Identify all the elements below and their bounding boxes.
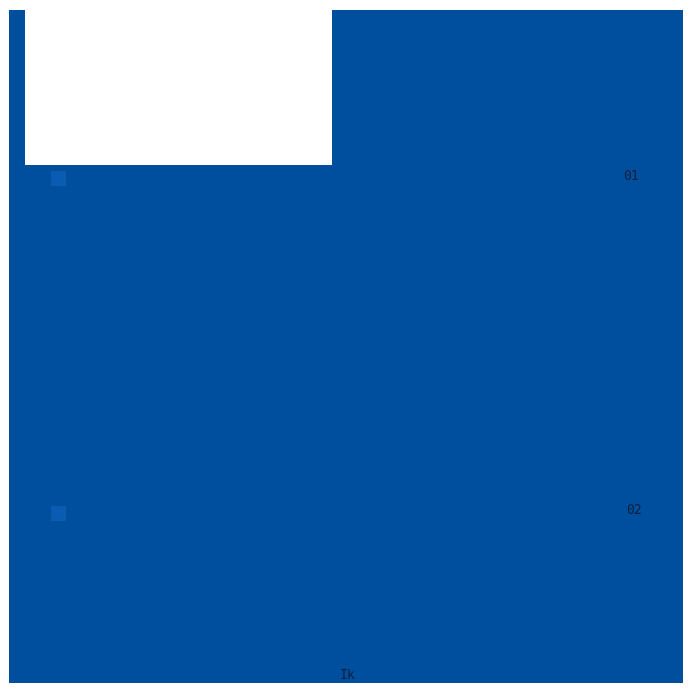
item-1-swatch [51, 171, 66, 186]
item-2-swatch [51, 506, 66, 521]
item-1-label: 01 [624, 169, 639, 184]
blue-field-top-right [332, 10, 683, 166]
blue-field-main [9, 165, 683, 683]
footer-mark: Ik [340, 668, 355, 683]
item-2-label: 02 [627, 503, 642, 518]
top-left-white-panel [25, 0, 332, 165]
